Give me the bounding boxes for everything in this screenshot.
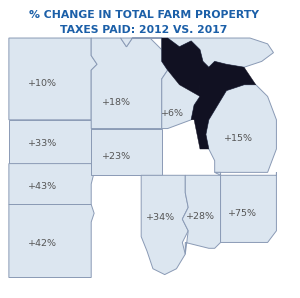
Text: TAXES PAID: 2012 VS. 2017: TAXES PAID: 2012 VS. 2017: [60, 25, 228, 35]
Polygon shape: [191, 61, 256, 149]
Polygon shape: [182, 175, 220, 254]
Text: +23%: +23%: [102, 152, 131, 161]
Text: +18%: +18%: [102, 98, 131, 107]
Polygon shape: [9, 120, 91, 164]
Text: +6%: +6%: [160, 109, 184, 119]
Text: +33%: +33%: [28, 139, 57, 148]
Polygon shape: [215, 172, 276, 243]
Polygon shape: [121, 38, 203, 128]
Polygon shape: [206, 85, 276, 172]
Text: +34%: +34%: [146, 213, 175, 222]
Text: +10%: +10%: [28, 79, 57, 88]
Text: +42%: +42%: [28, 239, 57, 249]
Text: +75%: +75%: [228, 209, 257, 218]
Text: +15%: +15%: [224, 134, 253, 143]
Text: +28%: +28%: [186, 212, 215, 221]
Polygon shape: [162, 38, 203, 97]
Polygon shape: [9, 164, 94, 204]
Text: % CHANGE IN TOTAL FARM PROPERTY: % CHANGE IN TOTAL FARM PROPERTY: [29, 10, 259, 20]
Polygon shape: [91, 38, 168, 128]
Polygon shape: [168, 38, 274, 67]
Polygon shape: [9, 204, 94, 277]
Polygon shape: [9, 38, 97, 120]
Polygon shape: [141, 175, 188, 274]
Text: +43%: +43%: [28, 182, 57, 191]
Polygon shape: [91, 128, 162, 175]
